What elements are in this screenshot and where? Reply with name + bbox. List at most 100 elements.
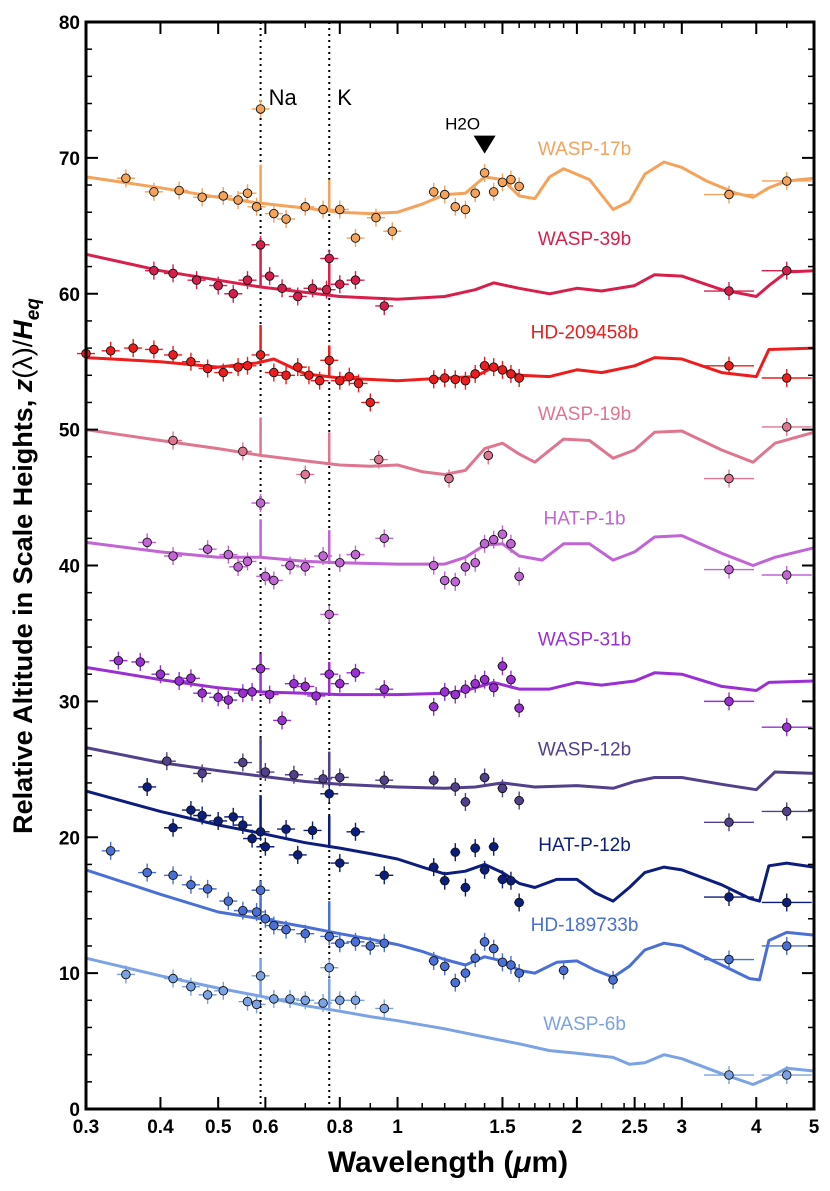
x-axis-title-mu: μ	[512, 1146, 531, 1179]
data-point	[724, 564, 734, 575]
data-point	[428, 775, 439, 785]
data-point	[186, 356, 196, 367]
data-point	[113, 655, 124, 666]
model-line-wasp-19b	[85, 428, 815, 476]
series-label-wasp-17b: WASP-17b	[538, 139, 631, 160]
data-point	[324, 355, 334, 366]
data-point	[321, 284, 332, 295]
data-point	[260, 914, 271, 924]
series-label-hd-209458b: HD-209458b	[531, 323, 639, 344]
data-point	[324, 253, 334, 264]
data-point	[260, 842, 271, 852]
x-tick-label: 1.5	[489, 1117, 516, 1138]
data-point	[300, 928, 310, 939]
data-point	[479, 772, 490, 783]
x-tick-label: 4	[751, 1117, 762, 1138]
data-point	[213, 816, 223, 826]
data-point	[318, 774, 328, 784]
data-point	[197, 192, 207, 203]
data-point	[255, 240, 266, 250]
x-tick-label: 0.3	[73, 1117, 99, 1138]
data-point	[300, 681, 310, 692]
model-line-wasp-17b	[85, 160, 815, 216]
data-point	[506, 960, 516, 970]
data-point	[289, 769, 299, 780]
data-point	[514, 703, 524, 713]
x-tick-label: 1	[392, 1117, 403, 1138]
data-point	[281, 214, 291, 224]
series-wasp-17b: WASP-17b	[85, 99, 815, 248]
annotation-na: Na	[269, 85, 298, 110]
data-point	[223, 896, 234, 906]
data-point	[335, 678, 345, 689]
data-point	[168, 350, 178, 360]
series-label-hat-p-12b: HAT-P-12b	[538, 835, 631, 856]
data-point	[285, 560, 295, 571]
data-point	[324, 962, 334, 973]
data-point	[439, 189, 450, 200]
data-point	[379, 775, 390, 785]
series-label-hat-p-1b: HAT-P-1b	[544, 509, 626, 530]
series-hd-189733b: HD-189733b	[85, 841, 815, 992]
data-point	[450, 782, 461, 792]
data-point	[350, 275, 361, 285]
data-point	[335, 858, 345, 868]
x-axis-title: Wavelength (μm)	[328, 1146, 568, 1179]
data-point	[105, 846, 116, 856]
data-point	[223, 695, 234, 705]
data-point	[488, 534, 499, 545]
data-point	[202, 363, 213, 374]
x-tick-label: 0.6	[252, 1117, 278, 1138]
data-point	[281, 924, 291, 935]
data-point	[255, 885, 266, 895]
data-point	[255, 104, 266, 114]
y-axis-title-z: z	[8, 378, 38, 393]
data-point	[781, 422, 792, 432]
data-point	[281, 370, 291, 381]
model-line-hd-209458b	[85, 346, 815, 383]
data-point	[428, 702, 439, 712]
series-label-wasp-12b: WASP-12b	[538, 740, 631, 761]
data-point	[497, 957, 508, 968]
x-axis-title-main: Wavelength (	[328, 1146, 514, 1179]
data-point	[255, 350, 266, 360]
data-point	[781, 897, 792, 908]
data-point	[202, 884, 213, 894]
data-point	[350, 827, 361, 837]
data-point	[142, 537, 152, 548]
y-axis-title-main: Relative Altitude in Scale Heights,	[8, 392, 38, 834]
data-point	[497, 177, 508, 188]
data-point	[197, 768, 207, 779]
data-point	[428, 374, 439, 385]
data-point	[350, 995, 361, 1006]
data-point	[168, 435, 178, 446]
data-point	[168, 973, 178, 984]
data-point	[350, 233, 361, 243]
y-tick-label: 30	[59, 692, 80, 713]
data-point	[247, 833, 257, 844]
data-point	[781, 265, 792, 276]
series-wasp-19b: WASP-19b	[85, 404, 815, 488]
data-point	[233, 562, 243, 572]
y-axis-title-paren-close: )/	[8, 339, 38, 356]
x-tick-label: 0.4	[147, 1117, 174, 1138]
data-point	[781, 373, 792, 383]
data-point	[428, 956, 439, 966]
data-point	[335, 772, 345, 783]
plot-area: WASP-17b WASP-39b HD-209458b WASP-19b HAT-P-…	[77, 22, 815, 1109]
data-point	[387, 226, 398, 236]
data-point	[460, 375, 471, 386]
series-label-wasp-31b: WASP-31b	[538, 630, 631, 651]
data-point	[470, 953, 480, 963]
x-tick-label: 0.8	[327, 1117, 353, 1138]
data-point	[335, 558, 345, 568]
data-point	[304, 370, 314, 381]
x-tick-label: 2.5	[621, 1117, 648, 1138]
data-point	[379, 870, 390, 881]
data-point	[174, 676, 184, 686]
data-point	[218, 986, 229, 996]
y-axis-title-sub: eq	[23, 298, 44, 321]
data-point	[300, 995, 310, 1006]
data-point	[168, 551, 178, 561]
data-point	[335, 995, 345, 1006]
